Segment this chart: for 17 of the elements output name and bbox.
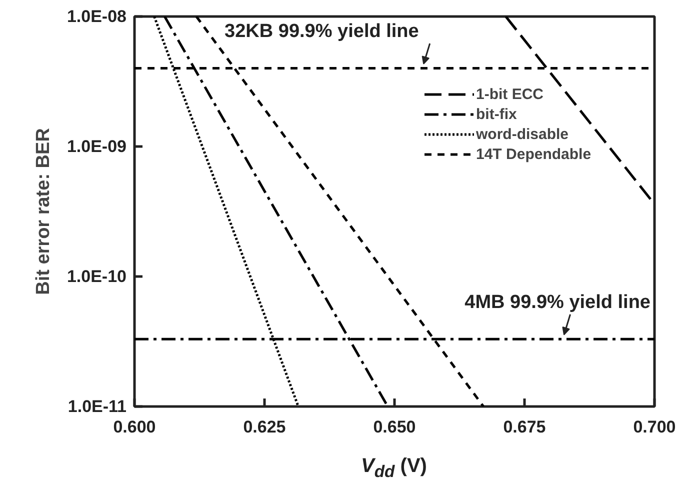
x-tick-label: 0.675 — [503, 418, 546, 436]
ref-line-label: 4MB 99.9% yield line — [464, 292, 651, 314]
y-tick-label: 1.0E-10 — [66, 267, 127, 286]
x-axis-title: V$_{dd}$ (V) — [361, 454, 427, 483]
x-tick-label: 0.700 — [633, 418, 676, 436]
legend-label: word-disable — [476, 126, 569, 142]
legend-label: 1-bit ECC — [476, 86, 544, 102]
x-tick-label: 0.650 — [373, 418, 416, 436]
legend-label: 14T Dependable — [476, 146, 592, 162]
legend-label: bit-fix — [476, 106, 517, 122]
y-axis-title: Bit error rate: BER — [32, 128, 54, 295]
y-tick-label: 1.0E-11 — [68, 397, 127, 416]
y-tick-label: 1.0E-09 — [66, 137, 127, 156]
ref-line-label: 32KB 99.9% yield line — [224, 21, 419, 42]
x-tick-label: 0.625 — [243, 418, 286, 436]
x-tick-label: 0.600 — [113, 418, 156, 436]
y-tick-label: 1.0E-08 — [66, 7, 127, 26]
